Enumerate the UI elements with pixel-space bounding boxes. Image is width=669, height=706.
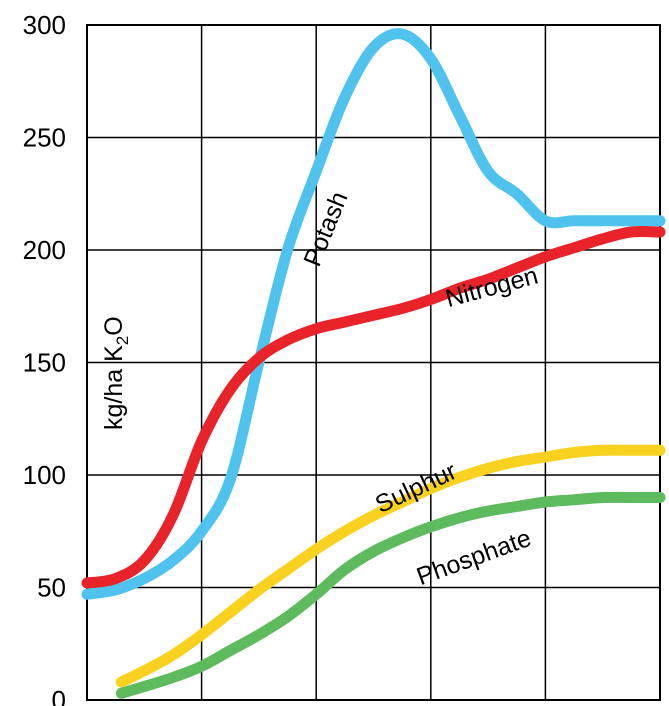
y-tick-label: 50 <box>37 573 66 603</box>
series-label-sulphur: Sulphur <box>371 457 461 519</box>
series-line-potash <box>81 28 666 600</box>
series-label-nitrogen: Nitrogen <box>442 262 541 314</box>
series-line-nitrogen <box>81 226 666 589</box>
y-tick-label: 0 <box>52 685 66 706</box>
y-axis-label: kg/ha K2O <box>100 316 132 430</box>
grid-lines <box>87 25 660 700</box>
y-tick-label: 150 <box>23 348 66 378</box>
y-tick-label: 300 <box>23 10 66 40</box>
series-line-phosphate <box>115 491 666 699</box>
series-line-sulphur <box>115 444 666 688</box>
series-lines <box>81 28 666 699</box>
y-tick-label: 100 <box>23 460 66 490</box>
plot-frame <box>86 24 661 701</box>
y-tick-label: 250 <box>23 123 66 153</box>
y-axis-ticks: 0 50 100 150 200 250 300 <box>23 10 66 706</box>
y-tick-label: 200 <box>23 235 66 265</box>
